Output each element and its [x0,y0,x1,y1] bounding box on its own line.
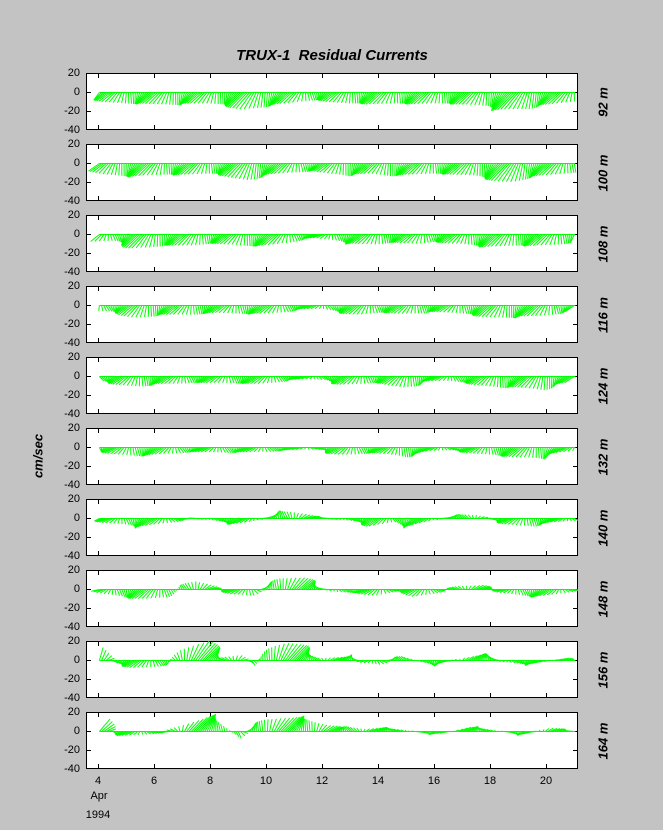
y-tick-label: 20 [67,280,80,292]
y-tick-label: -20 [64,318,80,330]
panel-148m [86,570,578,627]
x-tick-label: 6 [150,775,158,787]
stick-plot [86,357,578,414]
y-tick-label: -20 [64,673,80,685]
y-tick-label: 20 [67,564,80,576]
y-tick-label: 0 [73,228,80,240]
y-tick-label: 20 [67,493,80,505]
x-tick-label: 10 [259,775,273,787]
y-tick-label: -40 [64,408,80,420]
y-tick-label: 0 [73,370,80,382]
stick-plot [86,712,578,769]
depth-label: 140 m [595,509,611,546]
y-tick-label: 0 [73,441,80,453]
stick-plot [86,73,578,130]
y-tick-label: -40 [64,763,80,775]
x-tick-label: 18 [483,775,497,787]
depth-label: 132 m [595,438,611,475]
y-tick-label: -20 [64,247,80,259]
y-tick-label: 0 [73,86,80,98]
x-tick-label: 20 [539,775,553,787]
depth-label: 156 m [595,651,611,688]
depth-label: 92 m [595,86,611,117]
y-tick-label: 20 [67,209,80,221]
x-tick-label: 12 [315,775,329,787]
y-tick-label: -20 [64,389,80,401]
y-tick-label: 0 [73,299,80,311]
y-tick-label: -20 [64,105,80,117]
stick-plot [86,641,578,698]
depth-label: 148 m [595,580,611,617]
y-tick-label: 0 [73,512,80,524]
y-tick-label: -40 [64,621,80,633]
panel-156m [86,641,578,698]
y-tick-label: -40 [64,550,80,562]
y-tick-label: -20 [64,531,80,543]
panel-116m [86,286,578,343]
stick-plot [86,144,578,201]
panel-100m [86,144,578,201]
x-tick-label: 4 [94,775,102,787]
y-tick-label: -40 [64,692,80,704]
x-tick-label: 14 [371,775,385,787]
y-tick-label: 20 [67,706,80,718]
depth-label: 100 m [595,154,611,191]
y-tick-label: -20 [64,602,80,614]
y-tick-label: -40 [64,195,80,207]
depth-label: 124 m [595,367,611,404]
panel-164m [86,712,578,769]
panel-140m [86,499,578,556]
y-tick-label: 0 [73,654,80,666]
y-tick-label: -40 [64,266,80,278]
panel-132m [86,428,578,485]
panel-92m [86,73,578,130]
depth-label: 116 m [595,296,611,333]
depth-label: 164 m [595,722,611,759]
stick-plot [86,570,578,627]
y-tick-label: 0 [73,157,80,169]
x-tick-label: 8 [206,775,214,787]
x-axis-year-label: 1994 [85,809,111,821]
x-tick-label: 16 [427,775,441,787]
y-tick-label: 20 [67,351,80,363]
y-tick-label: -20 [64,176,80,188]
panel-108m [86,215,578,272]
y-tick-label: 20 [67,422,80,434]
y-tick-label: 0 [73,725,80,737]
y-tick-label: -40 [64,124,80,136]
y-tick-label: 0 [73,583,80,595]
depth-label: 108 m [595,225,611,262]
y-tick-label: -20 [64,460,80,472]
x-axis-month-label: Apr [90,790,108,802]
panel-124m [86,357,578,414]
stick-plot [86,499,578,556]
y-tick-label: 20 [67,138,80,150]
stick-plot [86,286,578,343]
y-tick-label: 20 [67,635,80,647]
stick-plot [86,215,578,272]
y-tick-label: -20 [64,744,80,756]
chart-title: TRUX-1 Residual Currents [236,47,428,64]
stick-plot [86,428,578,485]
y-tick-label: -40 [64,479,80,491]
y-tick-label: 20 [67,67,80,79]
y-tick-label: -40 [64,337,80,349]
